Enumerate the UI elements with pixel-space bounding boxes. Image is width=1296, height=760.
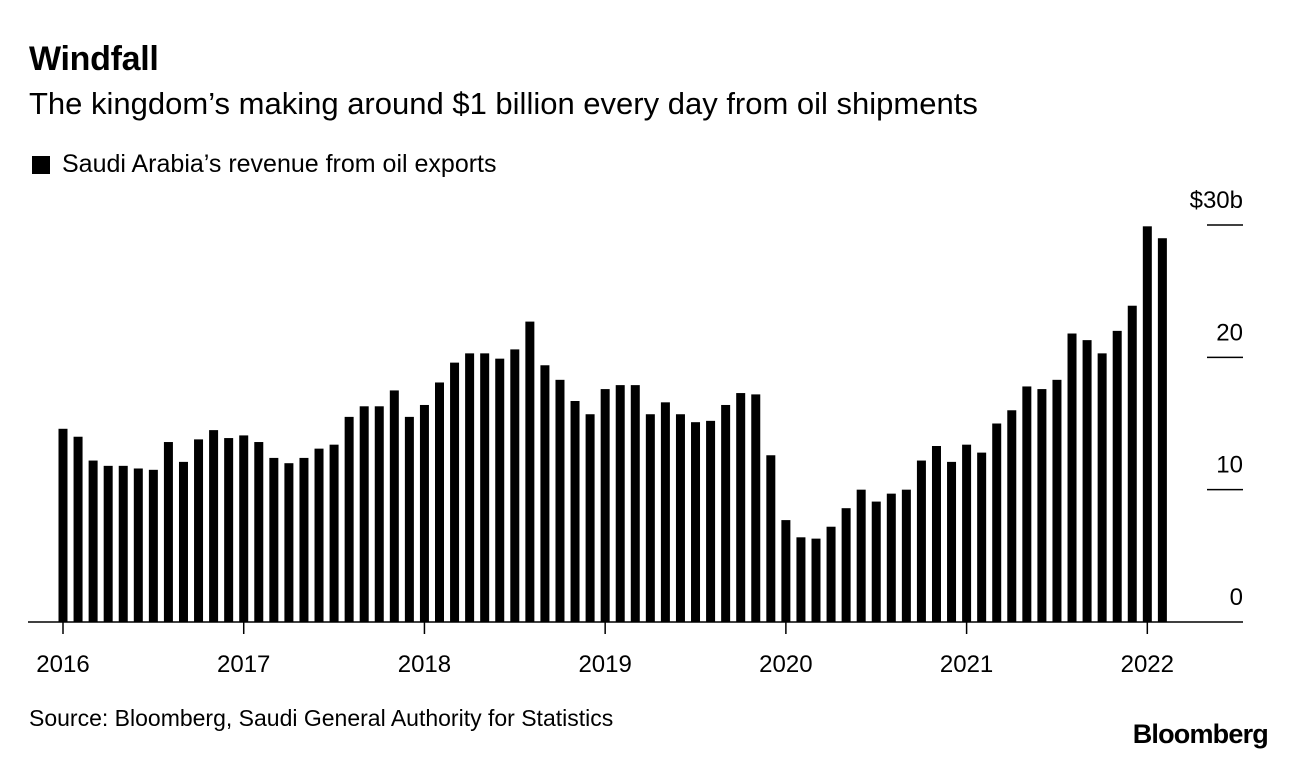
bar	[525, 321, 535, 622]
bar	[660, 402, 670, 622]
bar	[1142, 226, 1152, 622]
legend: Saudi Arabia’s revenue from oil exports	[32, 150, 497, 179]
bar	[404, 416, 414, 622]
chart-subtitle: The kingdom’s making around $1 billion e…	[29, 86, 978, 121]
bar	[841, 508, 851, 622]
bar	[88, 460, 98, 622]
bar	[871, 501, 881, 622]
bar	[209, 430, 219, 622]
bar	[811, 538, 821, 622]
bar	[691, 422, 701, 622]
legend-swatch	[32, 155, 50, 174]
bar	[615, 385, 625, 622]
bar	[675, 414, 685, 622]
bar	[781, 520, 791, 622]
bar	[796, 537, 806, 622]
bar	[329, 444, 339, 622]
bar	[721, 404, 731, 622]
bloomberg-logo: Bloomberg	[1132, 719, 1269, 749]
bar	[1097, 353, 1107, 622]
bar	[374, 406, 384, 622]
bar	[239, 435, 249, 622]
bar	[706, 420, 716, 622]
source-note: Source: Bloomberg, Saudi General Authori…	[29, 705, 614, 731]
bar	[224, 438, 234, 622]
chart-title: Windfall	[29, 40, 159, 78]
x-tick-label: 2022	[1121, 651, 1174, 678]
bar	[389, 390, 399, 622]
bar	[419, 404, 429, 622]
x-tick-label: 2021	[940, 651, 993, 678]
bar	[133, 468, 143, 622]
y-tick-label: 20	[1216, 319, 1243, 346]
bar	[826, 526, 836, 622]
bar	[600, 389, 610, 622]
bar	[254, 442, 264, 622]
legend-label: Saudi Arabia’s revenue from oil exports	[62, 150, 497, 178]
bar	[1082, 340, 1092, 622]
bar	[1067, 333, 1077, 622]
bar	[103, 465, 113, 622]
x-tick-label: 2017	[217, 651, 270, 678]
bar	[359, 406, 369, 622]
bar	[1037, 389, 1047, 622]
bar	[977, 452, 987, 622]
bar	[1022, 386, 1032, 622]
y-tick-label: 0	[1230, 584, 1243, 611]
bar	[856, 489, 866, 622]
bar	[992, 423, 1002, 622]
bar	[450, 362, 460, 622]
bar	[178, 461, 188, 622]
x-tick-label: 2020	[759, 651, 812, 678]
bar	[555, 379, 565, 622]
bar	[1112, 330, 1122, 622]
bar	[510, 349, 520, 622]
bar	[495, 358, 505, 622]
bar	[435, 382, 444, 622]
bar	[58, 428, 68, 622]
bar	[645, 414, 655, 622]
bar	[73, 436, 83, 622]
bar	[886, 493, 896, 622]
bar	[901, 489, 911, 622]
bar	[163, 442, 173, 622]
bar	[736, 393, 746, 622]
bar	[630, 385, 640, 622]
y-tick-label: 10	[1216, 452, 1243, 479]
bar	[118, 465, 128, 622]
bar	[314, 448, 324, 622]
bar	[540, 365, 550, 622]
bar	[284, 463, 294, 622]
bar	[585, 414, 595, 622]
x-tick-label: 2018	[398, 651, 451, 678]
bar	[1052, 379, 1062, 622]
bar	[570, 401, 580, 622]
bar	[1007, 410, 1017, 622]
bar	[344, 416, 354, 622]
bar	[480, 353, 490, 622]
bar	[766, 455, 776, 622]
bar-chart: 2016 2017 2018 2019 2020 2021 2022 0 10 20 $30b	[28, 187, 1243, 678]
bar	[947, 461, 957, 622]
bar	[269, 457, 279, 622]
y-tick-label: $30b	[1190, 187, 1243, 214]
bar	[465, 353, 475, 622]
x-tick-label: 2019	[578, 651, 631, 678]
bar	[1127, 305, 1137, 622]
bar	[931, 446, 941, 622]
bar	[962, 444, 972, 622]
bar	[299, 457, 309, 622]
x-tick-label: 2016	[36, 651, 89, 678]
bar	[194, 439, 204, 622]
bar	[148, 469, 158, 622]
bar	[751, 394, 761, 622]
bar	[1157, 238, 1167, 623]
bar	[916, 460, 926, 622]
